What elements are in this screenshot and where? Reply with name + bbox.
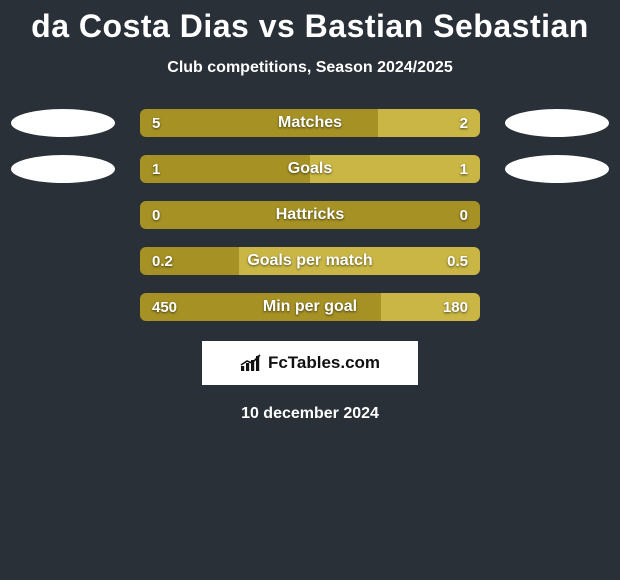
player-avatar-right — [505, 155, 609, 183]
stat-bar: 450180Min per goal — [140, 293, 480, 321]
stat-row: 11Goals — [0, 155, 620, 183]
avatar-slot-right — [502, 109, 612, 137]
stat-bar: 00Hattricks — [140, 201, 480, 229]
bar-segment-left — [140, 201, 480, 229]
stat-bar: 0.20.5Goals per match — [140, 247, 480, 275]
avatar-slot-left — [8, 155, 118, 183]
stat-row: 00Hattricks — [0, 201, 620, 229]
avatar-slot-right — [502, 155, 612, 183]
chart-growth-icon — [240, 354, 262, 372]
bar-segment-left — [140, 109, 378, 137]
avatar-slot-left — [8, 109, 118, 137]
date-stamp: 10 december 2024 — [0, 405, 620, 423]
branding-box: FcTables.com — [202, 341, 418, 385]
bar-segment-right — [239, 247, 480, 275]
bar-segment-left — [140, 247, 239, 275]
stat-row: 450180Min per goal — [0, 293, 620, 321]
player-avatar-left — [11, 109, 115, 137]
bar-segment-right — [381, 293, 480, 321]
stat-row: 52Matches — [0, 109, 620, 137]
bar-segment-right — [378, 109, 480, 137]
bar-segment-left — [140, 155, 310, 183]
player-avatar-left — [11, 155, 115, 183]
page-subtitle: Club competitions, Season 2024/2025 — [0, 59, 620, 77]
stat-bar: 11Goals — [140, 155, 480, 183]
branding-text: FcTables.com — [268, 353, 380, 373]
comparison-panel: da Costa Dias vs Bastian Sebastian Club … — [0, 0, 620, 423]
bar-segment-left — [140, 293, 381, 321]
page-title: da Costa Dias vs Bastian Sebastian — [0, 8, 620, 45]
stat-row: 0.20.5Goals per match — [0, 247, 620, 275]
stat-bar: 52Matches — [140, 109, 480, 137]
player-avatar-right — [505, 109, 609, 137]
stats-list: 52Matches 11Goals 00Hattricks 0.20.5Goals p… — [0, 109, 620, 321]
bar-segment-right — [310, 155, 480, 183]
